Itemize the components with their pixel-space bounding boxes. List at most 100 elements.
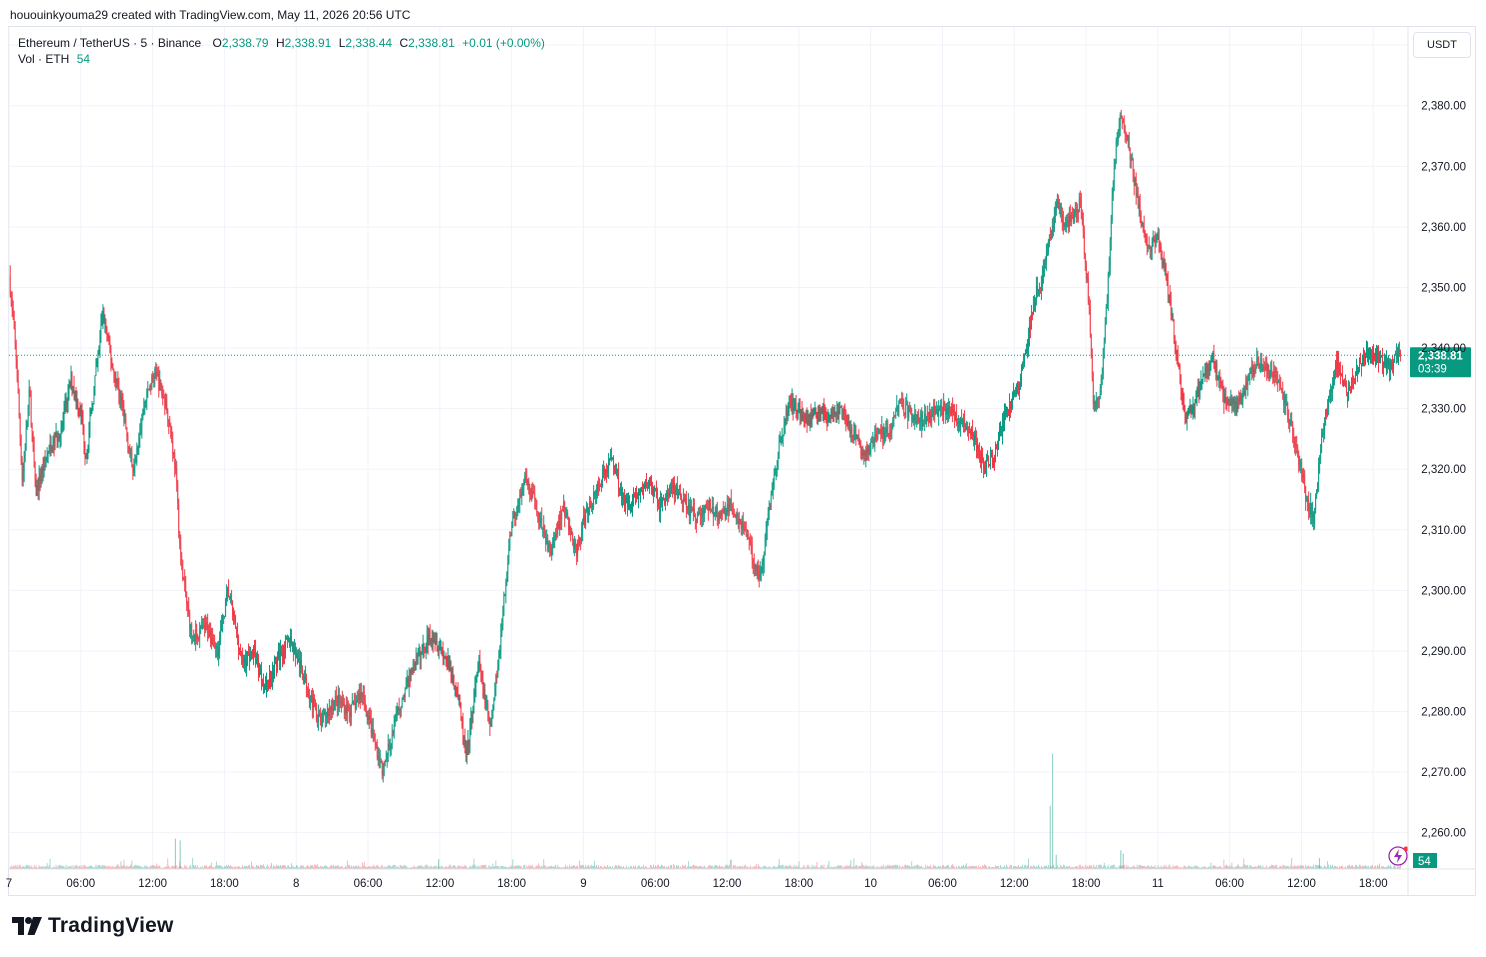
candle-body [621,492,622,499]
volume-bar [872,866,874,869]
candle-body [351,701,353,705]
volume-bar [203,867,205,869]
candle-body [957,422,959,424]
candle-body [377,755,379,758]
volume-bar [1167,866,1169,869]
volume-bar [204,865,206,869]
volume-bar [1395,866,1396,869]
volume-bar [676,866,678,869]
volume-bar [1237,864,1239,869]
volume-bar [334,865,336,869]
volume-bar [351,867,353,869]
volume-bar [144,865,146,869]
candle-body [899,398,901,404]
volume-bar [304,867,306,869]
candle-body [100,324,102,336]
volume-bar [219,865,221,869]
candle-body [977,445,978,452]
candle-body [978,445,979,448]
legend-symbol[interactable]: Ethereum / TetherUS · 5 · Binance [18,36,202,50]
volume-bar [353,866,355,869]
candle-body [523,481,525,489]
lightning-icon[interactable] [1388,846,1409,866]
volume-bar [741,865,743,869]
volume-bar [1328,864,1330,869]
volume-bar [1235,866,1237,869]
volume-bar [1296,866,1298,869]
volume-bar [1332,864,1334,869]
volume-bar [758,866,760,869]
volume-bar [963,864,965,869]
volume-bar [668,866,669,869]
volume-bar [840,865,842,869]
volume-bar [228,864,230,869]
candle-body [970,431,971,436]
candle-body [259,671,260,673]
candle-body [484,689,486,705]
candle-body [496,676,498,677]
volume-bar [532,864,534,869]
candle-body [364,700,366,707]
candle-body [1092,378,1094,405]
tradingview-logo[interactable]: TradingView [12,914,174,938]
volume-bar [561,867,563,869]
candle-body [701,507,703,518]
volume-bar [417,866,419,869]
volume-bar [694,865,696,869]
candle-body [56,433,58,442]
candle-body [449,662,451,667]
y-tick-label: 2,300.00 [1421,585,1466,597]
volume-bar [1012,867,1013,869]
candle-body [1193,407,1195,415]
legend-volume-label[interactable]: Vol · ETH [18,52,70,66]
candle-body [640,488,641,493]
candle-body [156,371,158,374]
candle-body [1359,357,1360,371]
candle-body [949,406,951,412]
candle-body [325,716,327,718]
volume-bar [1312,866,1314,869]
candle-body [477,663,479,673]
candle-body [864,451,866,461]
candle-body [1171,315,1173,317]
volume-bar [1302,865,1304,869]
volume-bar [567,865,569,869]
volume-bar [665,867,666,869]
volume-bar [282,865,283,869]
x-tick-label: 06:00 [928,878,957,890]
volume-bar [215,865,217,869]
currency-button[interactable]: USDT [1413,32,1471,58]
volume-bar [115,866,117,869]
volume-bar [980,866,981,869]
candle-body [1387,359,1388,366]
volume-bar [519,865,521,869]
candle-body [1099,388,1101,397]
volume-bar [1131,867,1133,869]
candle-body [695,518,697,523]
candle-body [1014,392,1015,394]
candle-body [413,668,415,671]
volume-bar [401,866,403,869]
volume-bar [627,867,628,869]
candle-body [861,451,863,456]
candle-body [1319,457,1321,464]
candle-body [927,411,929,417]
volume-bar [437,866,439,869]
volume-bar [268,866,269,869]
volume-bar [913,866,915,869]
volume-bar [1099,864,1101,869]
volume-bar [30,865,32,869]
volume-bar [402,865,404,869]
candle-body [895,409,897,417]
candle-body [767,512,769,522]
volume-bar [941,867,943,869]
candle-body [534,494,536,499]
volume-bar [972,865,973,869]
candle-body [320,721,322,726]
volume-bar [902,866,904,869]
candle-body [1301,462,1303,474]
volume-bar [419,866,421,869]
candle-body [1019,384,1020,390]
volume-bar [205,865,207,869]
